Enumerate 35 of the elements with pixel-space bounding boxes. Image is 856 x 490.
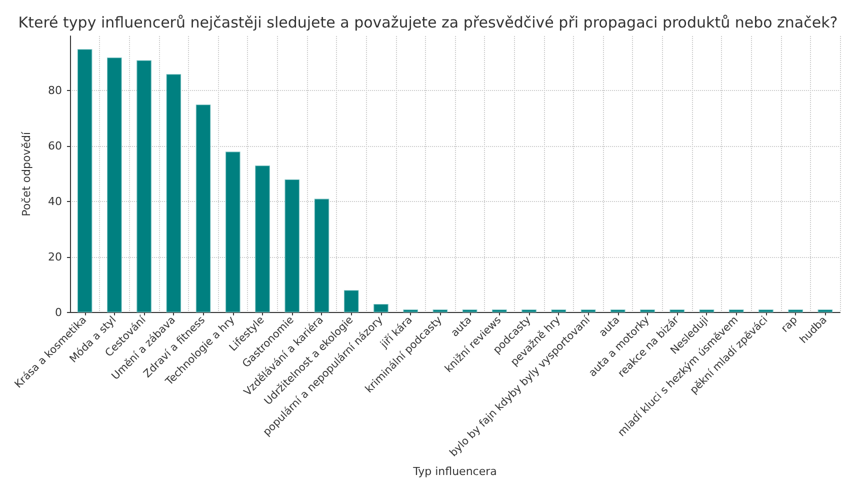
bar xyxy=(314,198,330,312)
bar xyxy=(374,304,388,312)
bar xyxy=(818,310,833,312)
bar xyxy=(136,60,152,312)
bar xyxy=(432,310,448,312)
bar xyxy=(196,104,211,312)
bar xyxy=(610,310,626,312)
bar xyxy=(551,310,566,312)
bar xyxy=(284,179,300,312)
bar xyxy=(403,310,418,312)
bar xyxy=(77,49,92,312)
bar xyxy=(225,152,240,312)
x-tick-label: rap xyxy=(779,314,800,335)
bar xyxy=(788,310,803,312)
bar xyxy=(492,310,507,312)
x-axis-title: Typ influencera xyxy=(412,465,497,478)
bar xyxy=(699,310,714,312)
bar xyxy=(166,74,182,312)
y-tick-label: 80 xyxy=(48,84,62,98)
bar xyxy=(255,166,270,312)
bar xyxy=(344,290,359,312)
bar xyxy=(758,310,774,312)
y-tick-label: 0 xyxy=(55,306,62,319)
y-tick-label: 40 xyxy=(48,195,62,208)
bar xyxy=(580,310,596,312)
chart-title: Které typy influencerů nejčastěji sledujete a považujete za přesvědčivé při propagaci produktů nebo značek? xyxy=(18,14,838,32)
bar xyxy=(728,310,744,312)
y-tick-label: 20 xyxy=(48,250,62,264)
bar xyxy=(640,310,655,312)
bar xyxy=(670,310,685,312)
bar xyxy=(522,310,536,312)
y-axis-title: Počet odpovědí xyxy=(20,131,33,216)
bar xyxy=(107,57,122,312)
bar xyxy=(462,310,478,312)
y-tick-label: 60 xyxy=(48,140,62,153)
